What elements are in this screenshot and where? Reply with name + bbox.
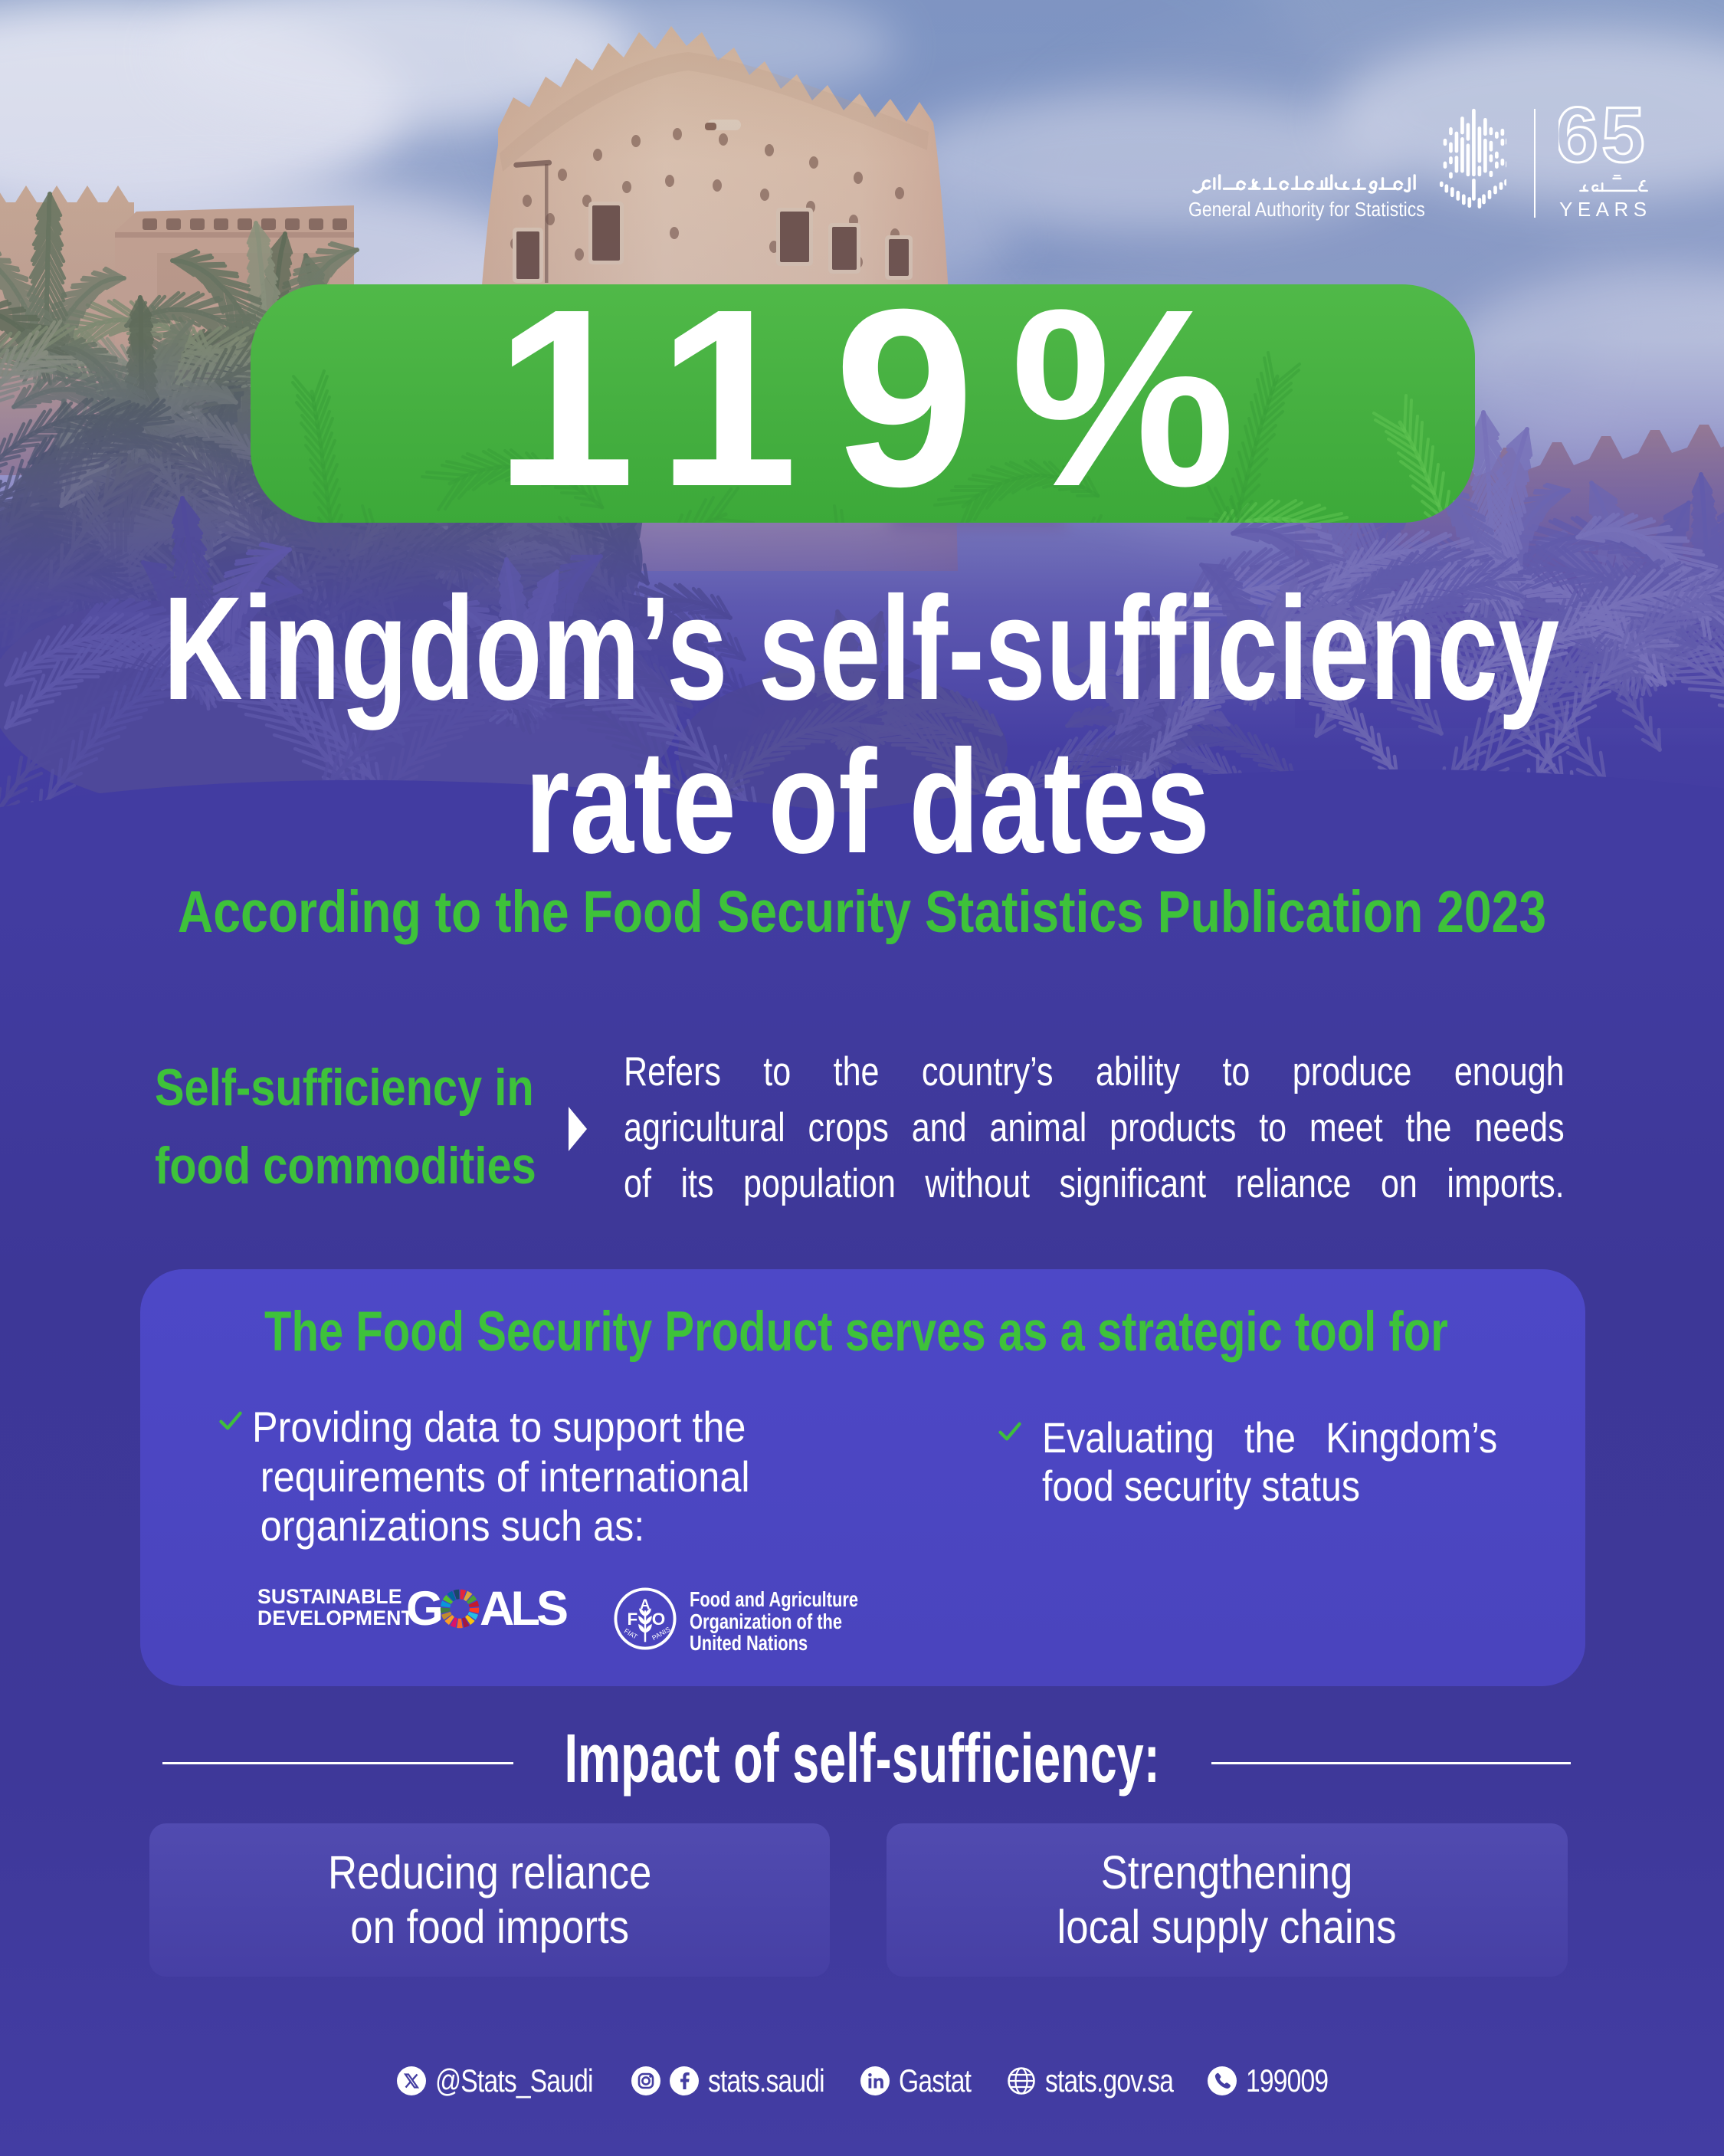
svg-text:F: F	[628, 1610, 638, 1629]
svg-text:65: 65	[1558, 103, 1644, 171]
svg-text:O: O	[652, 1610, 665, 1629]
svg-text:A: A	[640, 1596, 650, 1612]
